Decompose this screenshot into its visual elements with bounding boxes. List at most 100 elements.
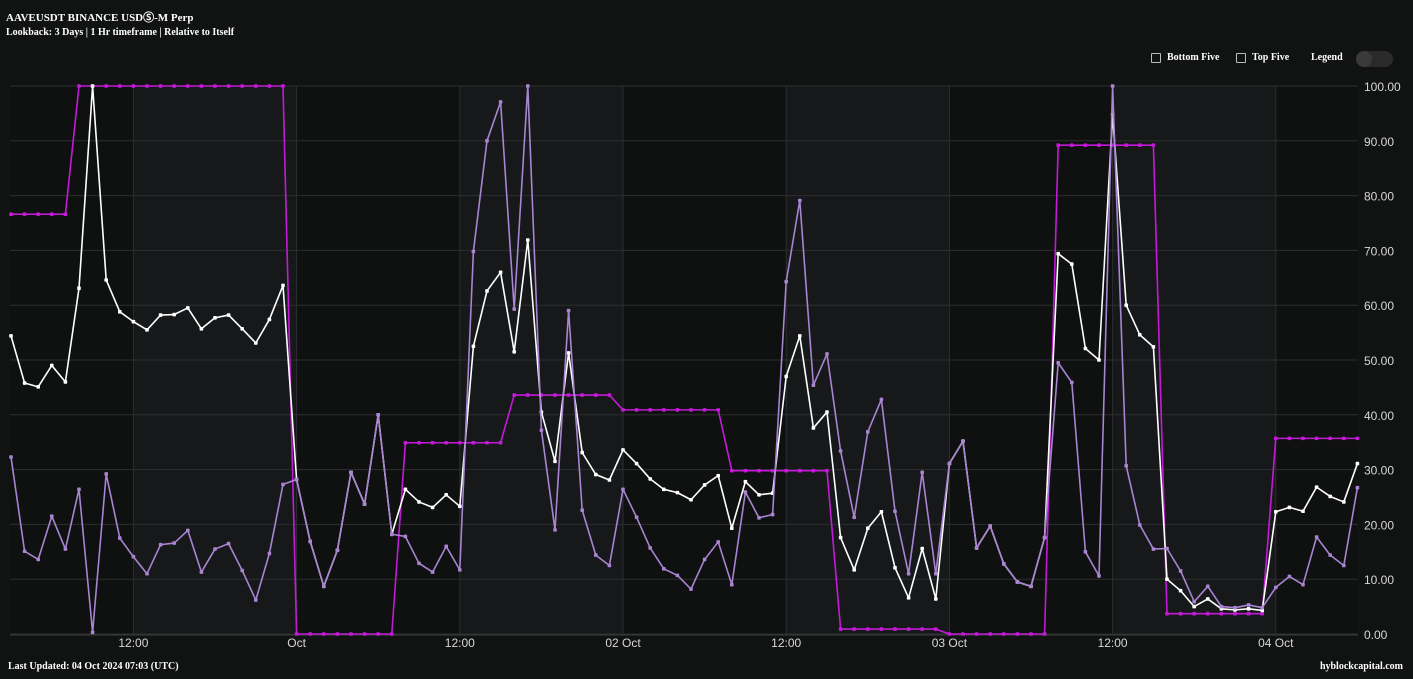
data-point[interactable] <box>308 632 312 636</box>
data-point[interactable] <box>1097 358 1101 362</box>
data-point[interactable] <box>145 328 149 332</box>
data-point[interactable] <box>240 84 244 88</box>
data-point[interactable] <box>1328 553 1332 557</box>
data-point[interactable] <box>716 408 720 412</box>
data-point[interactable] <box>158 313 163 317</box>
data-point[interactable] <box>1246 611 1251 616</box>
data-point[interactable] <box>471 249 476 254</box>
data-point[interactable] <box>852 568 856 572</box>
data-point[interactable] <box>308 539 312 544</box>
data-point[interactable] <box>648 408 652 412</box>
data-point[interactable] <box>485 440 489 445</box>
data-point[interactable] <box>226 541 231 546</box>
data-point[interactable] <box>784 374 788 379</box>
data-point[interactable] <box>838 535 843 540</box>
data-point[interactable] <box>118 309 122 314</box>
data-point[interactable] <box>825 352 829 356</box>
data-point[interactable] <box>1314 436 1319 441</box>
data-point[interactable] <box>77 84 81 88</box>
data-point[interactable] <box>906 627 911 631</box>
data-point[interactable] <box>1178 588 1183 593</box>
data-point[interactable] <box>430 440 435 445</box>
data-point[interactable] <box>621 487 625 492</box>
data-point[interactable] <box>906 596 911 600</box>
data-point[interactable] <box>988 632 992 636</box>
data-point[interactable] <box>1042 632 1047 636</box>
data-point[interactable] <box>50 212 54 217</box>
data-point[interactable] <box>1015 632 1020 636</box>
data-point[interactable] <box>376 413 380 417</box>
data-point[interactable] <box>1301 436 1305 441</box>
data-point[interactable] <box>362 502 367 506</box>
data-point[interactable] <box>743 468 748 473</box>
data-point[interactable] <box>770 512 775 517</box>
data-point[interactable] <box>621 408 625 412</box>
data-point[interactable] <box>974 632 979 636</box>
data-point[interactable] <box>621 448 625 452</box>
data-point[interactable] <box>294 632 299 636</box>
data-point[interactable] <box>730 526 734 531</box>
data-point[interactable] <box>1314 535 1319 539</box>
data-point[interactable] <box>866 526 870 531</box>
data-point[interactable] <box>1301 582 1305 587</box>
data-point[interactable] <box>349 632 353 636</box>
data-point[interactable] <box>1260 611 1264 616</box>
data-point[interactable] <box>403 440 408 445</box>
data-point[interactable] <box>825 468 829 473</box>
data-point[interactable] <box>226 313 231 317</box>
data-point[interactable] <box>689 497 693 502</box>
data-point[interactable] <box>798 468 802 473</box>
data-point[interactable] <box>743 479 748 484</box>
data-point[interactable] <box>920 546 924 551</box>
data-point[interactable] <box>186 528 190 533</box>
data-point[interactable] <box>417 500 421 504</box>
data-point[interactable] <box>1355 461 1360 466</box>
data-point[interactable] <box>1124 463 1128 468</box>
data-point[interactable] <box>1233 605 1237 610</box>
legend-toggle[interactable] <box>1356 51 1393 67</box>
data-point[interactable] <box>118 536 122 540</box>
data-point[interactable] <box>240 326 244 331</box>
data-point[interactable] <box>512 349 516 354</box>
bottom-five-checkbox[interactable]: Bottom Five <box>1151 52 1220 63</box>
data-point[interactable] <box>1206 597 1210 601</box>
data-point[interactable] <box>512 307 516 311</box>
data-point[interactable] <box>50 363 54 368</box>
data-point[interactable] <box>757 516 761 520</box>
data-point[interactable] <box>1260 608 1264 613</box>
data-point[interactable] <box>798 334 802 338</box>
data-point[interactable] <box>335 548 340 552</box>
data-point[interactable] <box>893 509 897 514</box>
data-point[interactable] <box>104 278 108 282</box>
data-point[interactable] <box>1138 143 1142 147</box>
data-point[interactable] <box>866 429 870 434</box>
data-point[interactable] <box>811 468 816 473</box>
data-point[interactable] <box>77 487 81 492</box>
data-point[interactable] <box>1029 632 1033 636</box>
data-point[interactable] <box>811 383 816 388</box>
data-point[interactable] <box>1192 599 1196 604</box>
data-point[interactable] <box>9 334 13 338</box>
data-point[interactable] <box>512 393 516 397</box>
data-point[interactable] <box>36 385 40 389</box>
data-point[interactable] <box>920 470 924 475</box>
data-point[interactable] <box>1246 606 1251 611</box>
data-point[interactable] <box>254 341 258 345</box>
data-point[interactable] <box>1274 585 1278 590</box>
data-point[interactable] <box>675 490 680 495</box>
data-point[interactable] <box>254 598 258 602</box>
data-point[interactable] <box>1287 505 1292 510</box>
data-point[interactable] <box>757 468 761 473</box>
data-point[interactable] <box>1056 360 1060 365</box>
data-point[interactable] <box>1355 436 1360 441</box>
data-point[interactable] <box>1138 332 1142 337</box>
data-point[interactable] <box>444 544 448 549</box>
data-point[interactable] <box>906 571 911 576</box>
data-point[interactable] <box>1246 603 1251 607</box>
data-point[interactable] <box>689 408 693 412</box>
data-point[interactable] <box>254 84 258 88</box>
toggle-knob[interactable] <box>1356 51 1372 67</box>
data-point[interactable] <box>22 549 27 554</box>
data-point[interactable] <box>893 565 897 570</box>
data-point[interactable] <box>322 632 326 636</box>
